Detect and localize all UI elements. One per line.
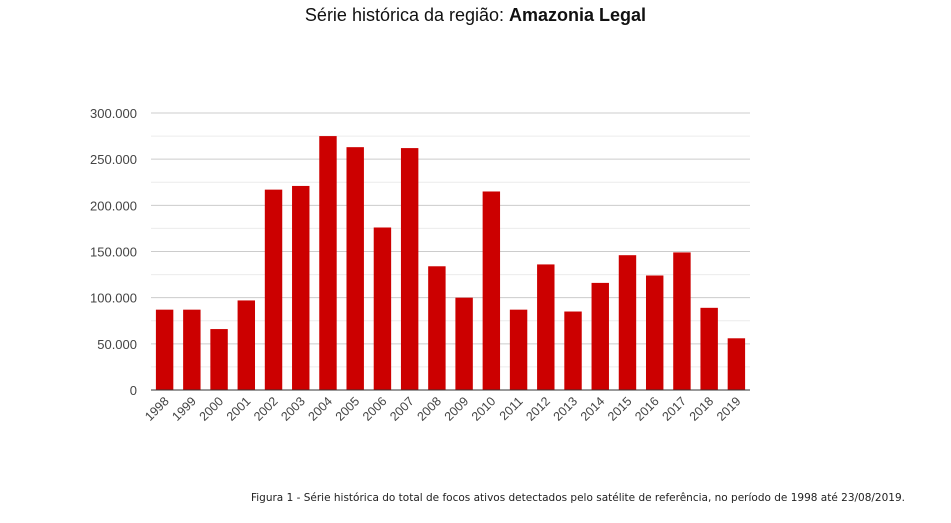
bar-2004 (319, 136, 337, 390)
title-region: Amazonia Legal (509, 5, 647, 25)
x-tick-label: 2016 (632, 394, 662, 424)
bar-2019 (727, 338, 746, 390)
bar-chart: 0 50.000 100.000 150.000 200.000 250.000 300.0… (90, 106, 750, 424)
bar-1998 (155, 309, 174, 390)
title-prefix: Série histórica da região: (304, 5, 510, 25)
x-tick-label: 2004 (306, 394, 336, 424)
x-tick-label: 2017 (659, 394, 689, 424)
x-tick-label: 2018 (687, 394, 717, 424)
x-tick-label: 2005 (333, 394, 363, 424)
x-tick-label: 2006 (360, 394, 390, 424)
y-axis-tick-labels: 0 50.000 100.000 150.000 200.000 250.000 300.0… (90, 106, 137, 398)
bar-2009 (455, 297, 473, 390)
x-tick-label: 2011 (497, 394, 526, 423)
x-tick-label: 2008 (414, 394, 444, 424)
x-tick-label: 2009 (442, 394, 472, 424)
bar-2000 (210, 329, 228, 390)
bar-2007 (400, 148, 419, 390)
bar-2008 (428, 266, 446, 390)
y-tick-label: 250.000 (90, 152, 137, 167)
bar-2018 (700, 307, 718, 390)
bar-2006 (373, 227, 392, 390)
bar-2014 (591, 282, 609, 390)
x-tick-label: 2010 (469, 394, 499, 424)
x-tick-label: 1998 (142, 394, 172, 424)
y-tick-label: 50.000 (97, 337, 137, 352)
y-tick-label: 100.000 (90, 291, 137, 306)
y-tick-label: 150.000 (90, 245, 137, 260)
bar-2013 (564, 311, 582, 390)
y-tick-label: 300.000 (90, 106, 137, 121)
bars (155, 136, 746, 390)
bar-1999 (183, 309, 201, 390)
bar-2003 (292, 185, 310, 390)
x-tick-label: 2000 (197, 394, 227, 424)
x-tick-label: 1999 (169, 394, 199, 424)
bar-2016 (645, 275, 664, 390)
x-tick-label: 2002 (251, 394, 281, 424)
x-tick-label: 2012 (523, 394, 553, 424)
x-tick-label: 2013 (551, 394, 581, 424)
x-tick-label: 2019 (714, 394, 744, 424)
bar-2017 (673, 252, 691, 390)
x-tick-label: 2003 (278, 394, 308, 424)
bar-2012 (537, 264, 555, 390)
bar-2015 (618, 255, 637, 390)
x-tick-label: 2001 (224, 394, 254, 424)
x-tick-label: 2014 (578, 394, 608, 424)
figure-caption: Figura 1 - Série histórica do total de f… (250, 492, 905, 504)
bar-2011 (509, 309, 528, 390)
bar-2002 (264, 189, 283, 390)
x-axis-tick-labels: 1998199920002001200220032004200520062007… (142, 394, 743, 424)
bar-2010 (482, 191, 501, 390)
bar-2005 (346, 147, 364, 390)
chart-title: Série histórica da região: Amazonia Lega… (0, 5, 951, 26)
bar-2001 (237, 300, 256, 390)
x-tick-label: 2015 (605, 394, 635, 424)
y-tick-label: 200.000 (90, 198, 137, 213)
y-tick-label: 0 (130, 383, 137, 398)
x-tick-label: 2007 (387, 394, 417, 424)
